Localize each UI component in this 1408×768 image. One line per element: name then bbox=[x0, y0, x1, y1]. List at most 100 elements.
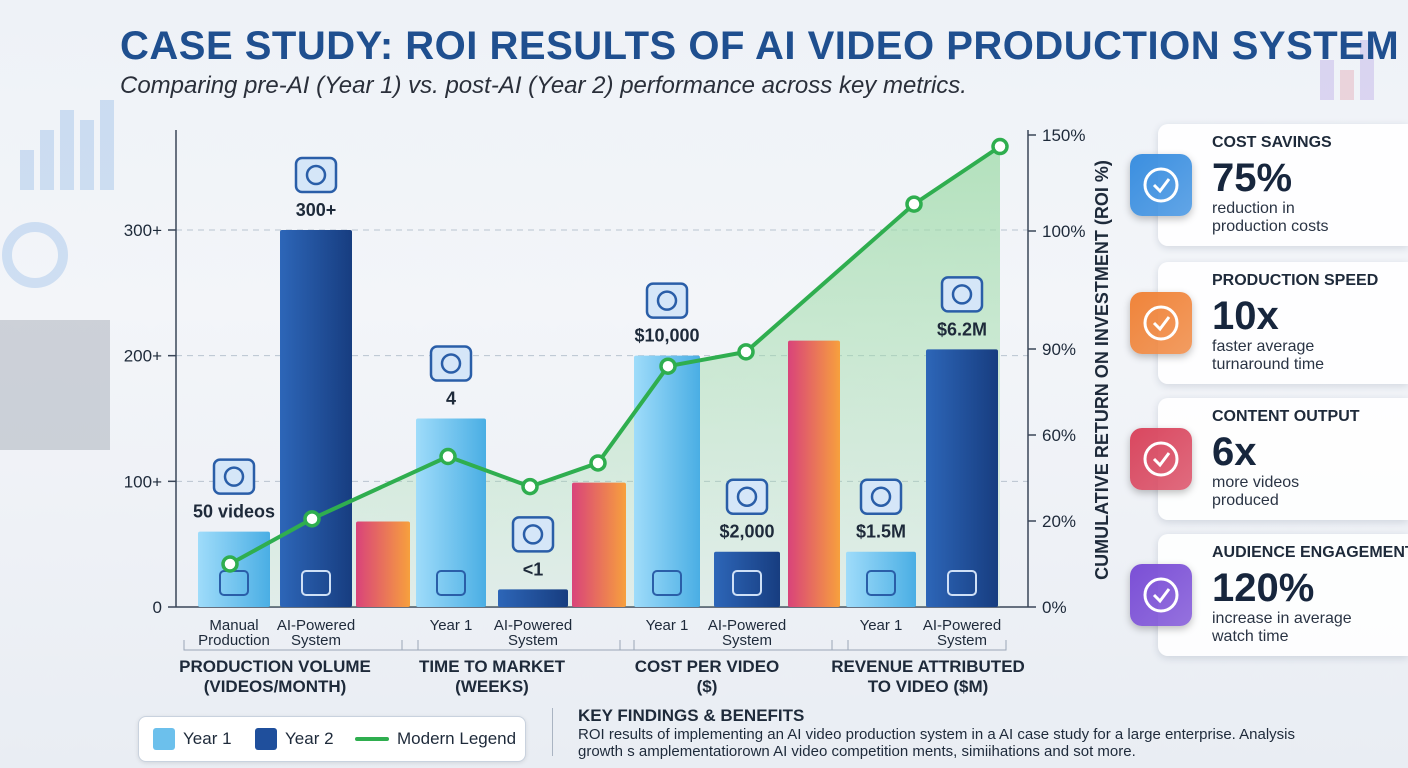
right-tick-label: 0% bbox=[1042, 598, 1067, 617]
bar-value-label: $2,000 bbox=[719, 522, 774, 542]
roi-point bbox=[905, 195, 923, 213]
dollar-gear-icon-body bbox=[859, 478, 903, 515]
bar-value-label: 300+ bbox=[296, 200, 337, 220]
film-camera-icon-body bbox=[645, 282, 689, 319]
dollar-cycle-icon-outline bbox=[652, 570, 682, 596]
clock-icon-detail bbox=[440, 353, 462, 374]
category-label: AI-Powered bbox=[494, 617, 572, 634]
group-bracket bbox=[619, 640, 849, 651]
clapperboard-icon-detail bbox=[223, 466, 245, 487]
category-label-line2: System bbox=[722, 632, 772, 649]
bar-value-label: 50 videos bbox=[193, 502, 275, 522]
group-subtitle: (WEEKS) bbox=[455, 677, 529, 696]
roi-point bbox=[221, 555, 239, 573]
ai-chip-icon-detail bbox=[305, 164, 327, 186]
film-reel-icon-body bbox=[725, 478, 769, 515]
bar-year2 bbox=[714, 551, 780, 607]
legend-swatch-roi-line bbox=[355, 737, 389, 741]
kpi-value: 6x bbox=[1212, 430, 1257, 474]
roi-point bbox=[589, 454, 607, 472]
bar-accent bbox=[572, 482, 626, 607]
film-camera-icon bbox=[645, 282, 689, 319]
money-bills-icon bbox=[940, 276, 984, 313]
kpi-title: PRODUCTION SPEED bbox=[1212, 272, 1379, 289]
bar-year1 bbox=[416, 418, 486, 607]
growth-chart-icon bbox=[1130, 564, 1192, 626]
video-camera-icon bbox=[732, 570, 762, 596]
chart-legend: Year 1 Year 2 Modern Legend bbox=[138, 716, 526, 762]
roi-point bbox=[521, 477, 539, 496]
group-bracket bbox=[183, 640, 419, 651]
category-label: AI-Powered bbox=[708, 617, 786, 634]
hand-dollar-icon bbox=[866, 570, 896, 596]
right-tick-label: 20% bbox=[1042, 512, 1076, 531]
clock-icon bbox=[429, 345, 473, 382]
kpi-description: increase in average watch time bbox=[1212, 610, 1352, 645]
calendar-clock-icon bbox=[511, 516, 555, 553]
bar-accent bbox=[788, 340, 840, 607]
left-tick-label: 0 bbox=[153, 598, 162, 617]
film-reel-icon bbox=[725, 478, 769, 515]
film-reel-icon-detail bbox=[736, 486, 758, 507]
category-label-line2: System bbox=[291, 632, 341, 649]
category-label-line2: Production bbox=[198, 632, 270, 649]
kpi-value: 120% bbox=[1212, 566, 1315, 610]
roi-point bbox=[991, 137, 1009, 156]
kpi-description: faster average turnaround time bbox=[1212, 338, 1325, 373]
findings-title: KEY FINDINGS & BENEFITS bbox=[578, 706, 805, 725]
ai-chip-icon bbox=[294, 156, 338, 194]
film-camera-icon-detail bbox=[656, 290, 678, 311]
bar-value-label: <1 bbox=[523, 559, 544, 579]
calendar-clock-icon-body bbox=[511, 516, 555, 553]
bar-accent bbox=[356, 521, 410, 607]
legend-swatch-year1 bbox=[153, 728, 175, 750]
category-label: Year 1 bbox=[430, 617, 473, 634]
calendar-clock-icon-detail bbox=[522, 524, 544, 545]
bar-year2 bbox=[926, 349, 998, 607]
kpi-title: COST SAVINGS bbox=[1212, 134, 1332, 151]
kpi-card bbox=[1158, 124, 1408, 246]
clock-icon-body bbox=[429, 345, 473, 382]
group-subtitle: TO VIDEO ($M) bbox=[868, 677, 989, 696]
video-camera-icon bbox=[301, 570, 331, 596]
roi-point bbox=[737, 343, 755, 361]
dollar-gear-icon bbox=[859, 478, 903, 515]
bar-year1 bbox=[846, 551, 916, 607]
category-label: Manual bbox=[209, 617, 258, 634]
bar-value-label: $6.2M bbox=[937, 319, 987, 339]
kpi-value: 75% bbox=[1212, 156, 1293, 200]
legend-label-year2: Year 2 bbox=[285, 729, 334, 748]
kpi-card bbox=[1158, 262, 1408, 384]
category-label: AI-Powered bbox=[277, 617, 355, 634]
bar-year2 bbox=[280, 230, 352, 607]
category-label: Year 1 bbox=[860, 617, 903, 634]
clapperboard-icon bbox=[212, 458, 256, 495]
page-subtitle: Comparing pre-AI (Year 1) vs. post-AI (Y… bbox=[120, 72, 967, 99]
roi-point bbox=[659, 357, 677, 375]
video-play-icon bbox=[1130, 428, 1192, 490]
clapperboard-icon-body bbox=[212, 458, 256, 495]
page-title: CASE STUDY: ROI RESULTS OF AI VIDEO PROD… bbox=[120, 24, 1400, 68]
dollar-gear-icon-detail bbox=[870, 486, 892, 507]
kpi-title: AUDIENCE ENGAGEMENT bbox=[1212, 544, 1408, 561]
category-label-line2: System bbox=[508, 632, 558, 649]
group-bracket bbox=[401, 640, 635, 651]
kpi-card bbox=[1158, 534, 1408, 656]
hand-dollar-icon-outline bbox=[866, 570, 896, 596]
kpi-title: CONTENT OUTPUT bbox=[1212, 408, 1360, 425]
group-title: TIME TO MARKET bbox=[419, 657, 566, 676]
kpi-card bbox=[1158, 398, 1408, 520]
video-camera-icon-outline bbox=[732, 570, 762, 596]
right-tick-label: 100% bbox=[1042, 222, 1085, 241]
bar-value-label: 4 bbox=[446, 389, 456, 409]
roi-point bbox=[303, 510, 321, 528]
person-cycle-icon bbox=[947, 570, 977, 596]
hand-dollar-icon bbox=[1130, 154, 1192, 216]
right-tick-label: 60% bbox=[1042, 426, 1076, 445]
left-tick-label: 100+ bbox=[124, 472, 162, 491]
document-icon-outline bbox=[436, 570, 466, 596]
findings-divider bbox=[552, 708, 553, 756]
document-icon bbox=[436, 570, 466, 596]
